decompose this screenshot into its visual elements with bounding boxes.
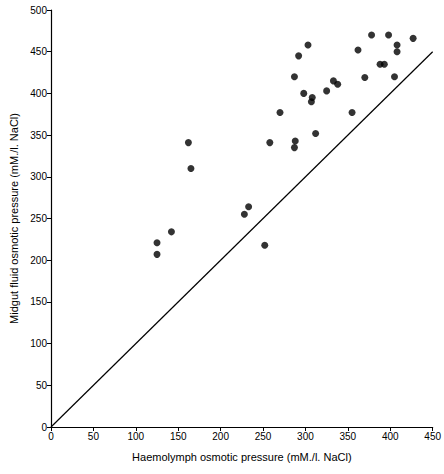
- svg-text:Midgut fluid osmotic pressure: Midgut fluid osmotic pressure (mM./l. Na…: [8, 113, 20, 324]
- svg-text:100: 100: [127, 431, 144, 442]
- svg-text:450: 450: [30, 46, 47, 57]
- svg-text:Haemolymph osmotic pressure (m: Haemolymph osmotic pressure (mM./l. NaCl…: [132, 451, 351, 463]
- svg-text:500: 500: [30, 5, 47, 16]
- svg-text:200: 200: [212, 431, 229, 442]
- svg-text:300: 300: [30, 171, 47, 182]
- svg-text:350: 350: [30, 130, 47, 141]
- svg-text:50: 50: [36, 380, 48, 391]
- svg-text:150: 150: [30, 296, 47, 307]
- svg-text:350: 350: [340, 431, 357, 442]
- svg-text:400: 400: [382, 431, 399, 442]
- svg-text:50: 50: [88, 431, 100, 442]
- svg-text:100: 100: [30, 338, 47, 349]
- svg-text:250: 250: [255, 431, 272, 442]
- svg-text:0: 0: [48, 431, 54, 442]
- svg-text:250: 250: [30, 213, 47, 224]
- svg-text:450: 450: [424, 431, 441, 442]
- svg-text:400: 400: [30, 88, 47, 99]
- svg-text:0: 0: [41, 422, 47, 433]
- svg-text:300: 300: [297, 431, 314, 442]
- svg-text:200: 200: [30, 255, 47, 266]
- svg-text:150: 150: [170, 431, 187, 442]
